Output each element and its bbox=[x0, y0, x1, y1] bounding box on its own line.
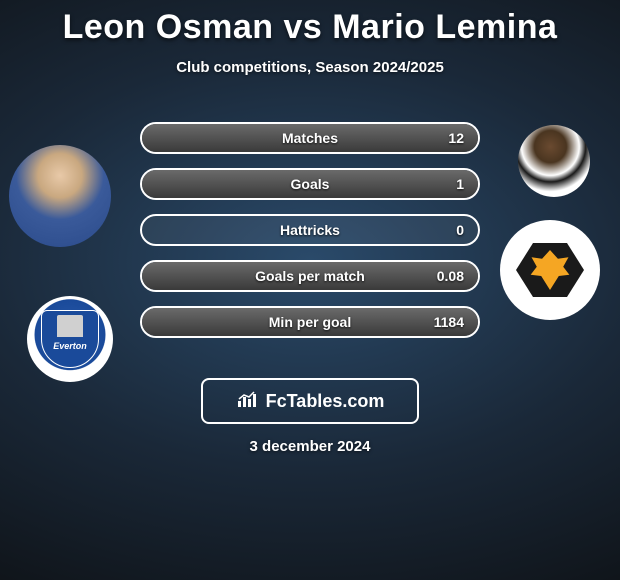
stat-value: 1184 bbox=[434, 314, 464, 330]
stat-row-goals: Goals 1 bbox=[140, 168, 480, 200]
stat-label: Matches bbox=[282, 130, 338, 146]
subtitle: Club competitions, Season 2024/2025 bbox=[0, 59, 620, 76]
brand-box: FcTables.com bbox=[201, 378, 419, 424]
stat-label: Hattricks bbox=[280, 222, 340, 238]
date: 3 december 2024 bbox=[0, 438, 620, 455]
stat-label: Goals bbox=[291, 176, 330, 192]
stat-value: 0 bbox=[456, 222, 464, 238]
stat-label: Min per goal bbox=[269, 314, 351, 330]
stats-list: Matches 12 Goals 1 Hattricks 0 Goals per… bbox=[140, 122, 480, 352]
player-left-photo bbox=[9, 145, 111, 247]
player-right-photo bbox=[518, 125, 590, 197]
club-left-name: Everton bbox=[42, 341, 98, 351]
page-title: Leon Osman vs Mario Lemina bbox=[0, 0, 620, 47]
stat-value: 12 bbox=[448, 130, 464, 146]
club-right-badge bbox=[500, 220, 600, 320]
stat-row-goals-per-match: Goals per match 0.08 bbox=[140, 260, 480, 292]
chart-icon bbox=[236, 389, 260, 414]
stat-row-hattricks: Hattricks 0 bbox=[140, 214, 480, 246]
stat-row-min-per-goal: Min per goal 1184 bbox=[140, 306, 480, 338]
club-left-badge: Everton bbox=[27, 296, 113, 382]
stat-value: 0.08 bbox=[437, 268, 464, 284]
brand-text: FcTables.com bbox=[266, 391, 385, 412]
stat-row-matches: Matches 12 bbox=[140, 122, 480, 154]
stat-value: 1 bbox=[456, 176, 464, 192]
stat-label: Goals per match bbox=[255, 268, 365, 284]
